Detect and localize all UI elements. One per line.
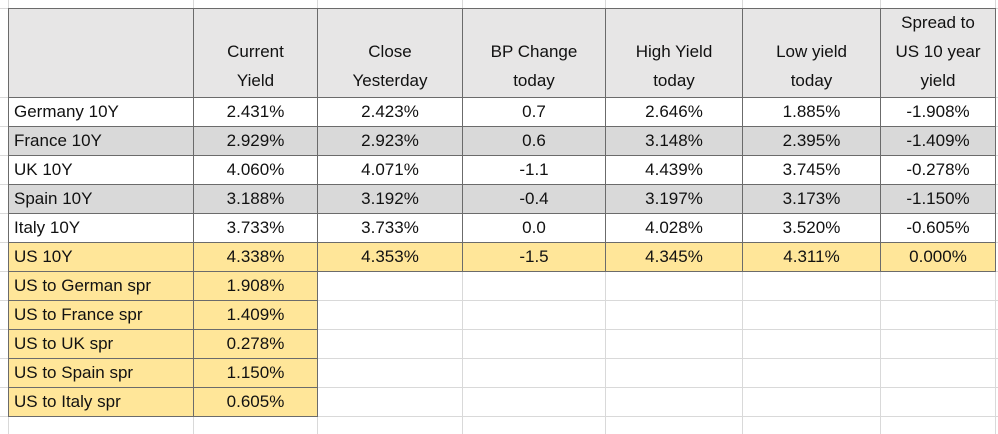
value-cell: -0.4: [462, 184, 606, 214]
value-cell: 4.071%: [317, 155, 463, 185]
value-cell: 2.431%: [193, 97, 318, 127]
value-cell: 2.929%: [193, 126, 318, 156]
value-cell: -1.5: [462, 242, 606, 272]
header-cell: Current Yield: [193, 8, 318, 98]
value-cell: -0.605%: [880, 213, 996, 243]
grid-line: [0, 300, 998, 301]
spread-label: US to France spr: [8, 300, 194, 330]
value-cell: 0.6: [462, 126, 606, 156]
value-cell: 4.311%: [742, 242, 881, 272]
header-text: today: [653, 71, 695, 90]
value-cell: 0.7: [462, 97, 606, 127]
header-text: today: [513, 71, 555, 90]
spread-label: US to Italy spr: [8, 387, 194, 417]
value-cell: 2.423%: [317, 97, 463, 127]
header-text: Low yield: [776, 42, 847, 61]
value-cell: 4.439%: [605, 155, 743, 185]
value-cell: 3.188%: [193, 184, 318, 214]
value-cell: 2.395%: [742, 126, 881, 156]
header-text: Spread to: [901, 13, 975, 32]
header-text: High Yield: [635, 42, 713, 61]
grid-line: [0, 329, 998, 330]
row-label: Spain 10Y: [8, 184, 194, 214]
value-cell: 3.733%: [193, 213, 318, 243]
header-cell: [8, 8, 194, 98]
value-cell: -1.908%: [880, 97, 996, 127]
value-cell: 3.733%: [317, 213, 463, 243]
header-text: Close: [368, 42, 412, 61]
header-text: yield: [920, 71, 956, 90]
value-cell: 4.338%: [193, 242, 318, 272]
header-text: Current: [227, 42, 284, 61]
grid-line: [0, 416, 998, 417]
value-cell: 4.353%: [317, 242, 463, 272]
spread-label: US to UK spr: [8, 329, 194, 359]
row-label: US 10Y: [8, 242, 194, 272]
value-cell: 2.646%: [605, 97, 743, 127]
spread-value: 0.278%: [193, 329, 318, 359]
row-label: Germany 10Y: [8, 97, 194, 127]
value-cell: -1.1: [462, 155, 606, 185]
value-cell: 0.000%: [880, 242, 996, 272]
value-cell: 3.745%: [742, 155, 881, 185]
grid-line: [0, 387, 998, 388]
header-cell: Spread to US 10 year yield: [880, 8, 996, 98]
header-text: Yesterday: [352, 71, 428, 90]
value-cell: 0.0: [462, 213, 606, 243]
row-label: UK 10Y: [8, 155, 194, 185]
value-cell: 4.028%: [605, 213, 743, 243]
value-cell: 4.345%: [605, 242, 743, 272]
value-cell: 3.192%: [317, 184, 463, 214]
spread-value: 1.150%: [193, 358, 318, 388]
grid-line: [0, 358, 998, 359]
header-text: today: [790, 71, 833, 90]
value-cell: 4.060%: [193, 155, 318, 185]
value-cell: 3.173%: [742, 184, 881, 214]
value-cell: 1.885%: [742, 97, 881, 127]
header-text: US 10 year: [895, 42, 981, 61]
header-text: Yield: [236, 71, 275, 90]
spread-label: US to Spain spr: [8, 358, 194, 388]
value-cell: -1.409%: [880, 126, 996, 156]
spread-value: 0.605%: [193, 387, 318, 417]
header-cell: Low yield today: [742, 8, 881, 98]
spread-value: 1.409%: [193, 300, 318, 330]
value-cell: 3.520%: [742, 213, 881, 243]
value-cell: 2.923%: [317, 126, 463, 156]
value-cell: -1.150%: [880, 184, 996, 214]
header-cell: Close Yesterday: [317, 8, 463, 98]
row-label: France 10Y: [8, 126, 194, 156]
header-cell: BP Change today: [462, 8, 606, 98]
header-cell: High Yield today: [605, 8, 743, 98]
header-text: BP Change: [490, 42, 578, 61]
spread-value: 1.908%: [193, 271, 318, 301]
value-cell: 3.197%: [605, 184, 743, 214]
value-cell: -0.278%: [880, 155, 996, 185]
value-cell: 3.148%: [605, 126, 743, 156]
spread-label: US to German spr: [8, 271, 194, 301]
row-label: Italy 10Y: [8, 213, 194, 243]
